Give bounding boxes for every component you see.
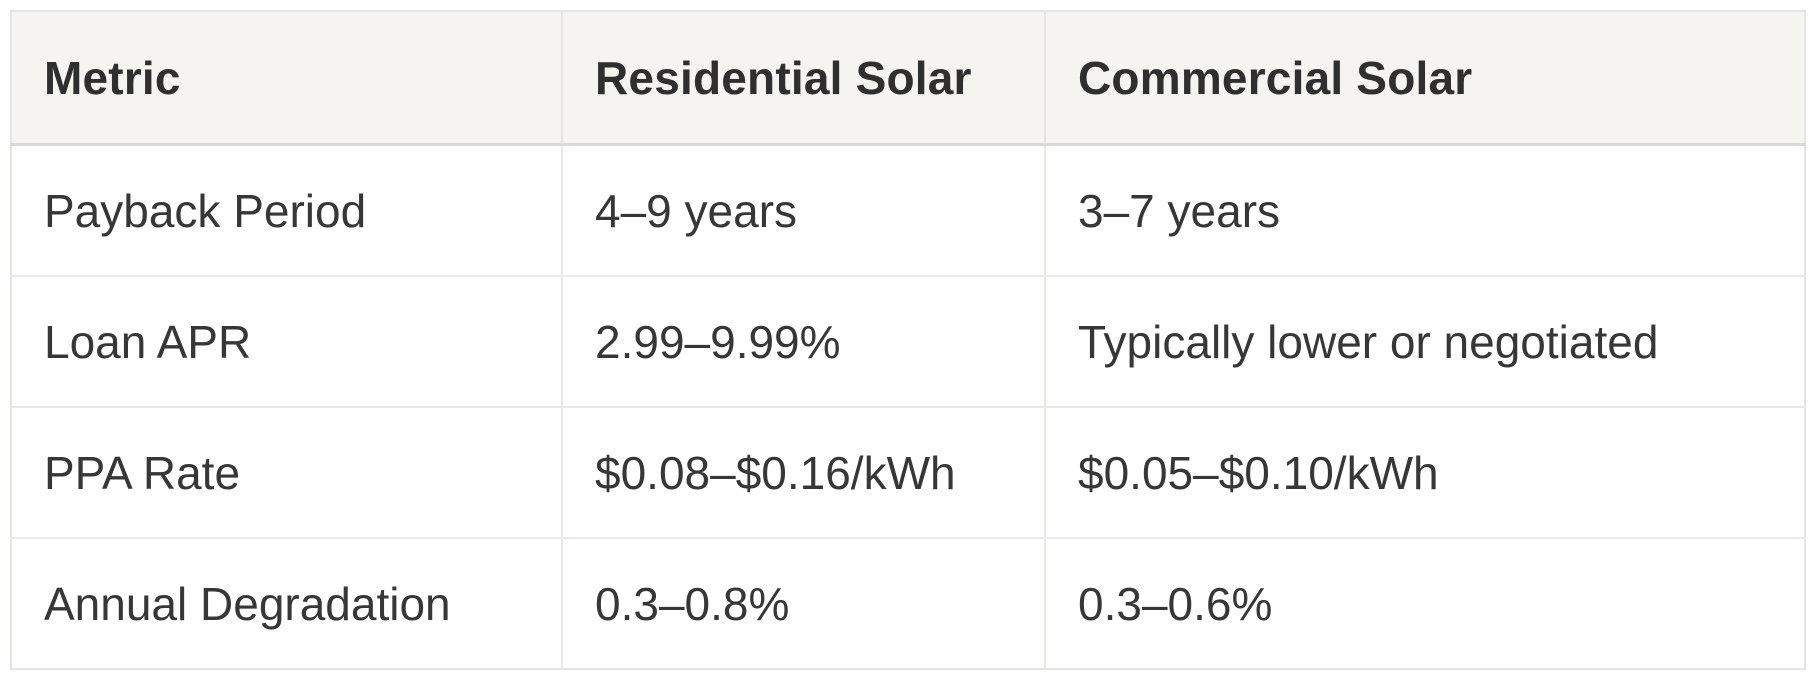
table-row: PPA Rate $0.08–$0.16/kWh $0.05–$0.10/kWh [10,406,1806,539]
table-row: Payback Period 4–9 years 3–7 years [10,143,1806,277]
cell-residential-payback: 4–9 years [561,143,1046,277]
cell-commercial-loan-apr: Typically lower or negotiated [1044,275,1806,408]
cell-commercial-annual-degradation: 0.3–0.6% [1044,537,1806,670]
table-container: Metric Residential Solar Commercial Sola… [10,10,1806,670]
cell-commercial-ppa-rate: $0.05–$0.10/kWh [1044,406,1806,539]
comparison-table: Metric Residential Solar Commercial Sola… [10,10,1806,670]
cell-commercial-payback: 3–7 years [1044,143,1806,277]
cell-residential-annual-degradation: 0.3–0.8% [561,537,1046,670]
column-header-commercial-solar: Commercial Solar [1044,10,1806,146]
cell-metric-ppa-rate: PPA Rate [10,406,563,539]
cell-metric-loan-apr: Loan APR [10,275,563,408]
table-body: Payback Period 4–9 years 3–7 years Loan … [10,143,1806,670]
cell-metric-annual-degradation: Annual Degradation [10,537,563,670]
table-row: Loan APR 2.99–9.99% Typically lower or n… [10,275,1806,408]
table-header: Metric Residential Solar Commercial Sola… [10,10,1806,146]
cell-residential-loan-apr: 2.99–9.99% [561,275,1046,408]
column-header-residential-solar: Residential Solar [561,10,1046,146]
column-header-metric: Metric [10,10,563,146]
header-row: Metric Residential Solar Commercial Sola… [10,10,1806,146]
cell-metric-payback-period: Payback Period [10,143,563,277]
table-row: Annual Degradation 0.3–0.8% 0.3–0.6% [10,537,1806,670]
cell-residential-ppa-rate: $0.08–$0.16/kWh [561,406,1046,539]
